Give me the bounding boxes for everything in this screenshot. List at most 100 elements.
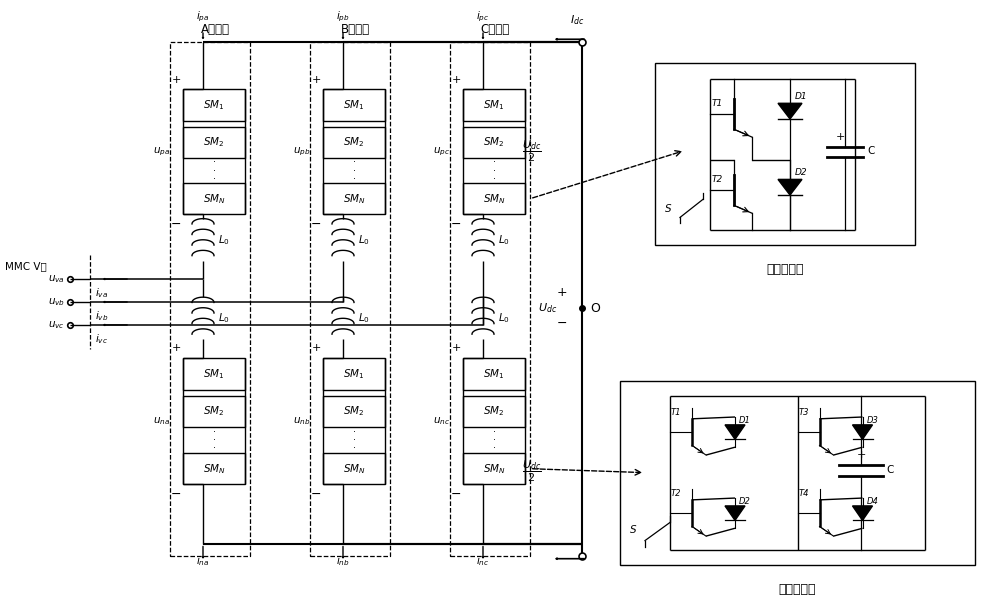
Text: $u_{na}$: $u_{na}$ bbox=[153, 416, 170, 427]
Text: $L_0$: $L_0$ bbox=[218, 312, 230, 325]
Bar bbox=[183, 183, 245, 214]
Text: SM$_1$: SM$_1$ bbox=[483, 367, 505, 381]
Text: +: + bbox=[311, 343, 321, 353]
Polygon shape bbox=[725, 506, 745, 521]
Text: SM$_1$: SM$_1$ bbox=[203, 98, 225, 112]
Polygon shape bbox=[725, 425, 745, 439]
Text: +: + bbox=[171, 343, 181, 353]
Text: $L_0$: $L_0$ bbox=[498, 233, 510, 246]
Text: +: + bbox=[451, 343, 461, 353]
Text: T3: T3 bbox=[798, 408, 809, 417]
Text: 全桥子模块: 全桥子模块 bbox=[779, 583, 816, 596]
Text: $i_{pc}$: $i_{pc}$ bbox=[476, 10, 490, 24]
Text: −: − bbox=[311, 487, 321, 501]
Text: ·
·
·: · · · bbox=[212, 426, 216, 454]
Text: T2: T2 bbox=[671, 489, 682, 498]
Text: SM$_N$: SM$_N$ bbox=[343, 462, 365, 475]
Text: $i_{nc}$: $i_{nc}$ bbox=[476, 554, 490, 568]
Text: ·
·
·: · · · bbox=[492, 157, 496, 184]
Text: $u_{vb}$: $u_{vb}$ bbox=[48, 296, 65, 308]
Bar bbox=[183, 453, 245, 484]
Bar bbox=[450, 42, 530, 556]
Text: SM$_1$: SM$_1$ bbox=[483, 98, 505, 112]
Text: SM$_2$: SM$_2$ bbox=[203, 136, 225, 149]
Text: $u_{vc}$: $u_{vc}$ bbox=[48, 319, 65, 331]
Text: $i_{vb}$: $i_{vb}$ bbox=[95, 309, 108, 323]
Text: SM$_1$: SM$_1$ bbox=[203, 367, 225, 381]
Text: D2: D2 bbox=[795, 168, 808, 177]
Text: $L_0$: $L_0$ bbox=[358, 312, 370, 325]
Text: O: O bbox=[590, 301, 600, 315]
Bar bbox=[620, 381, 975, 565]
Text: D2: D2 bbox=[739, 497, 751, 506]
Text: SM$_2$: SM$_2$ bbox=[343, 405, 365, 418]
Text: $\dfrac{U_{dc}}{2}$: $\dfrac{U_{dc}}{2}$ bbox=[522, 138, 542, 164]
Text: +: + bbox=[311, 74, 321, 85]
Text: $u_{pc}$: $u_{pc}$ bbox=[433, 146, 450, 158]
Bar bbox=[323, 89, 385, 121]
Text: −: − bbox=[311, 217, 321, 231]
Text: −: − bbox=[451, 217, 461, 231]
Bar bbox=[323, 396, 385, 427]
Text: MMC V点: MMC V点 bbox=[5, 261, 47, 271]
Bar bbox=[323, 358, 385, 390]
Bar bbox=[463, 453, 525, 484]
Text: SM$_2$: SM$_2$ bbox=[343, 136, 365, 149]
Text: +: + bbox=[835, 132, 845, 142]
Text: $L_0$: $L_0$ bbox=[218, 233, 230, 246]
Text: S: S bbox=[630, 524, 637, 535]
Text: −: − bbox=[451, 487, 461, 501]
Bar bbox=[463, 127, 525, 158]
Text: $u_{va}$: $u_{va}$ bbox=[48, 273, 65, 285]
Text: $i_{nb}$: $i_{nb}$ bbox=[336, 554, 350, 568]
Text: SM$_N$: SM$_N$ bbox=[343, 192, 365, 205]
Bar bbox=[323, 453, 385, 484]
Text: $u_{pa}$: $u_{pa}$ bbox=[153, 146, 170, 158]
Text: ·
·
·: · · · bbox=[352, 157, 356, 184]
Text: $u_{pb}$: $u_{pb}$ bbox=[293, 146, 310, 158]
Text: B相单元: B相单元 bbox=[340, 23, 370, 36]
Bar bbox=[183, 127, 245, 158]
Text: +: + bbox=[451, 74, 461, 85]
Text: C相单元: C相单元 bbox=[480, 23, 510, 36]
Text: C: C bbox=[867, 146, 874, 156]
Polygon shape bbox=[778, 179, 802, 195]
Text: D4: D4 bbox=[866, 497, 878, 506]
Bar bbox=[310, 42, 390, 556]
Text: ·
·
·: · · · bbox=[492, 426, 496, 454]
Text: $I_{dc}$: $I_{dc}$ bbox=[570, 13, 584, 27]
Text: SM$_2$: SM$_2$ bbox=[483, 405, 505, 418]
Bar bbox=[463, 183, 525, 214]
Text: −: − bbox=[171, 217, 181, 231]
Text: A相单元: A相单元 bbox=[200, 23, 230, 36]
Bar bbox=[183, 358, 245, 390]
Bar bbox=[463, 89, 525, 121]
Text: $L_0$: $L_0$ bbox=[358, 233, 370, 246]
Text: +: + bbox=[171, 74, 181, 85]
Text: −: − bbox=[557, 316, 567, 330]
Text: D3: D3 bbox=[866, 416, 878, 425]
Text: C: C bbox=[886, 464, 894, 475]
Text: +: + bbox=[857, 449, 866, 460]
Bar bbox=[170, 42, 250, 556]
Text: SM$_2$: SM$_2$ bbox=[483, 136, 505, 149]
Bar bbox=[183, 396, 245, 427]
Text: SM$_1$: SM$_1$ bbox=[343, 98, 365, 112]
Polygon shape bbox=[852, 506, 872, 521]
Text: T2: T2 bbox=[712, 175, 723, 184]
Text: SM$_N$: SM$_N$ bbox=[203, 462, 225, 475]
Text: T4: T4 bbox=[798, 489, 809, 498]
Text: D1: D1 bbox=[739, 416, 751, 425]
Polygon shape bbox=[852, 425, 872, 439]
Bar bbox=[463, 396, 525, 427]
Text: $L_0$: $L_0$ bbox=[498, 312, 510, 325]
Bar bbox=[183, 89, 245, 121]
Polygon shape bbox=[778, 103, 802, 119]
Text: $i_{pa}$: $i_{pa}$ bbox=[196, 10, 210, 24]
Text: D1: D1 bbox=[795, 92, 808, 101]
Text: S: S bbox=[665, 204, 672, 214]
Text: $u_{nc}$: $u_{nc}$ bbox=[433, 416, 450, 427]
Text: −: − bbox=[171, 487, 181, 501]
Text: SM$_N$: SM$_N$ bbox=[483, 462, 505, 475]
Text: $U_{dc}$: $U_{dc}$ bbox=[538, 301, 557, 315]
